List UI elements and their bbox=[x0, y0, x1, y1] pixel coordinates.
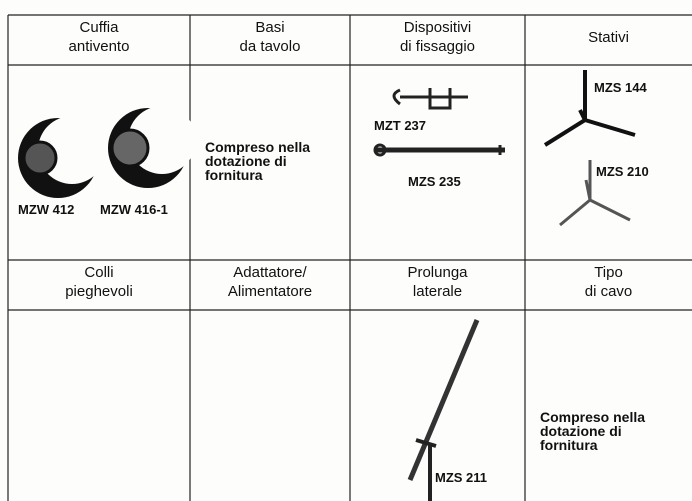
header-line: Basi bbox=[255, 19, 285, 36]
windscreen-illustrations bbox=[18, 106, 196, 198]
header-cell: Cuffia antivento bbox=[8, 18, 190, 56]
included-note: Compreso nella dotazione di fornitura bbox=[540, 410, 645, 452]
note-line: Compreso nella bbox=[540, 409, 646, 425]
note-line: dotazione di bbox=[205, 153, 287, 169]
header-line: Adattatore/ bbox=[233, 264, 307, 281]
header-line: Colli bbox=[84, 264, 114, 281]
note-line: Compreso nella bbox=[205, 139, 311, 155]
note-line: dotazione di bbox=[540, 423, 622, 439]
header-line: antivento bbox=[68, 38, 130, 55]
header-line: Stativi bbox=[588, 29, 629, 46]
note-line: fornitura bbox=[205, 167, 263, 183]
header-cell: Prolunga laterale bbox=[350, 263, 525, 301]
header-line: Dispositivi bbox=[403, 19, 472, 36]
header-line: di fissaggio bbox=[399, 38, 476, 55]
product-label: MZS 144 bbox=[594, 80, 647, 95]
note-line: fornitura bbox=[540, 437, 598, 453]
product-label: MZW 416-1 bbox=[100, 202, 168, 217]
header-cell: Basi da tavolo bbox=[190, 18, 350, 56]
header-line: di cavo bbox=[584, 283, 633, 300]
table-grid bbox=[7, 14, 692, 501]
header-cell: Adattatore/Alimentatore bbox=[190, 263, 350, 301]
stand-illustrations bbox=[543, 70, 636, 227]
product-label: MZS 210 bbox=[596, 164, 649, 179]
header-line: Tipo bbox=[594, 264, 623, 281]
header-line: laterale bbox=[412, 283, 463, 300]
clamp-illustrations bbox=[373, 88, 505, 157]
header-cell: Colli pieghevoli bbox=[8, 263, 190, 301]
header-line: Cuffia bbox=[79, 19, 119, 36]
header-line: Alimentatore bbox=[227, 283, 313, 300]
included-note: Compreso nella dotazione di fornitura bbox=[205, 140, 310, 182]
header-line: Prolunga bbox=[407, 264, 468, 281]
header-cell: Tipo di cavo bbox=[525, 263, 692, 301]
product-label: MZW 412 bbox=[18, 202, 75, 217]
product-label: MZS 211 bbox=[435, 470, 488, 485]
header-cell: Stativi bbox=[525, 28, 692, 47]
product-label: MZT 237 bbox=[374, 118, 427, 133]
header-line: da tavolo bbox=[239, 38, 301, 55]
header-line: pieghevoli bbox=[65, 283, 133, 300]
product-label: MZS 235 bbox=[408, 174, 461, 189]
extension-illustration bbox=[407, 319, 480, 501]
header-cell: Dispositivi di fissaggio bbox=[350, 18, 525, 56]
